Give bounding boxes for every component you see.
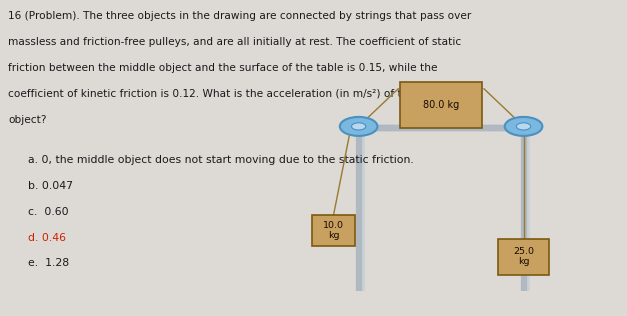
Text: d. 0.46: d. 0.46 — [28, 233, 66, 243]
Text: 80.0 kg: 80.0 kg — [423, 100, 459, 110]
Text: e.  1.28: e. 1.28 — [28, 258, 70, 269]
Circle shape — [340, 117, 377, 136]
Text: coefficient of kinetic friction is 0.12. What is the acceleration (in m/s²) of t: coefficient of kinetic friction is 0.12.… — [8, 89, 455, 99]
Bar — [401, 82, 482, 128]
Text: 16 (Problem). The three objects in the drawing are connected by strings that pas: 16 (Problem). The three objects in the d… — [8, 11, 472, 21]
Circle shape — [352, 123, 366, 130]
Text: 25.0
kg: 25.0 kg — [513, 247, 534, 266]
Text: friction between the middle object and the surface of the table is 0.15, while t: friction between the middle object and t… — [8, 63, 438, 73]
Bar — [312, 215, 355, 246]
Text: a. 0, the middle object does not start moving due to the static friction.: a. 0, the middle object does not start m… — [28, 155, 414, 165]
Text: massless and friction-free pulleys, and are all initially at rest. The coefficie: massless and friction-free pulleys, and … — [8, 37, 461, 47]
Text: 10.0
kg: 10.0 kg — [323, 221, 344, 240]
Text: object?: object? — [8, 115, 46, 125]
Text: b. 0.047: b. 0.047 — [28, 181, 73, 191]
Bar — [498, 239, 549, 275]
Circle shape — [517, 123, 530, 130]
Circle shape — [505, 117, 542, 136]
Text: c.  0.60: c. 0.60 — [28, 207, 69, 217]
